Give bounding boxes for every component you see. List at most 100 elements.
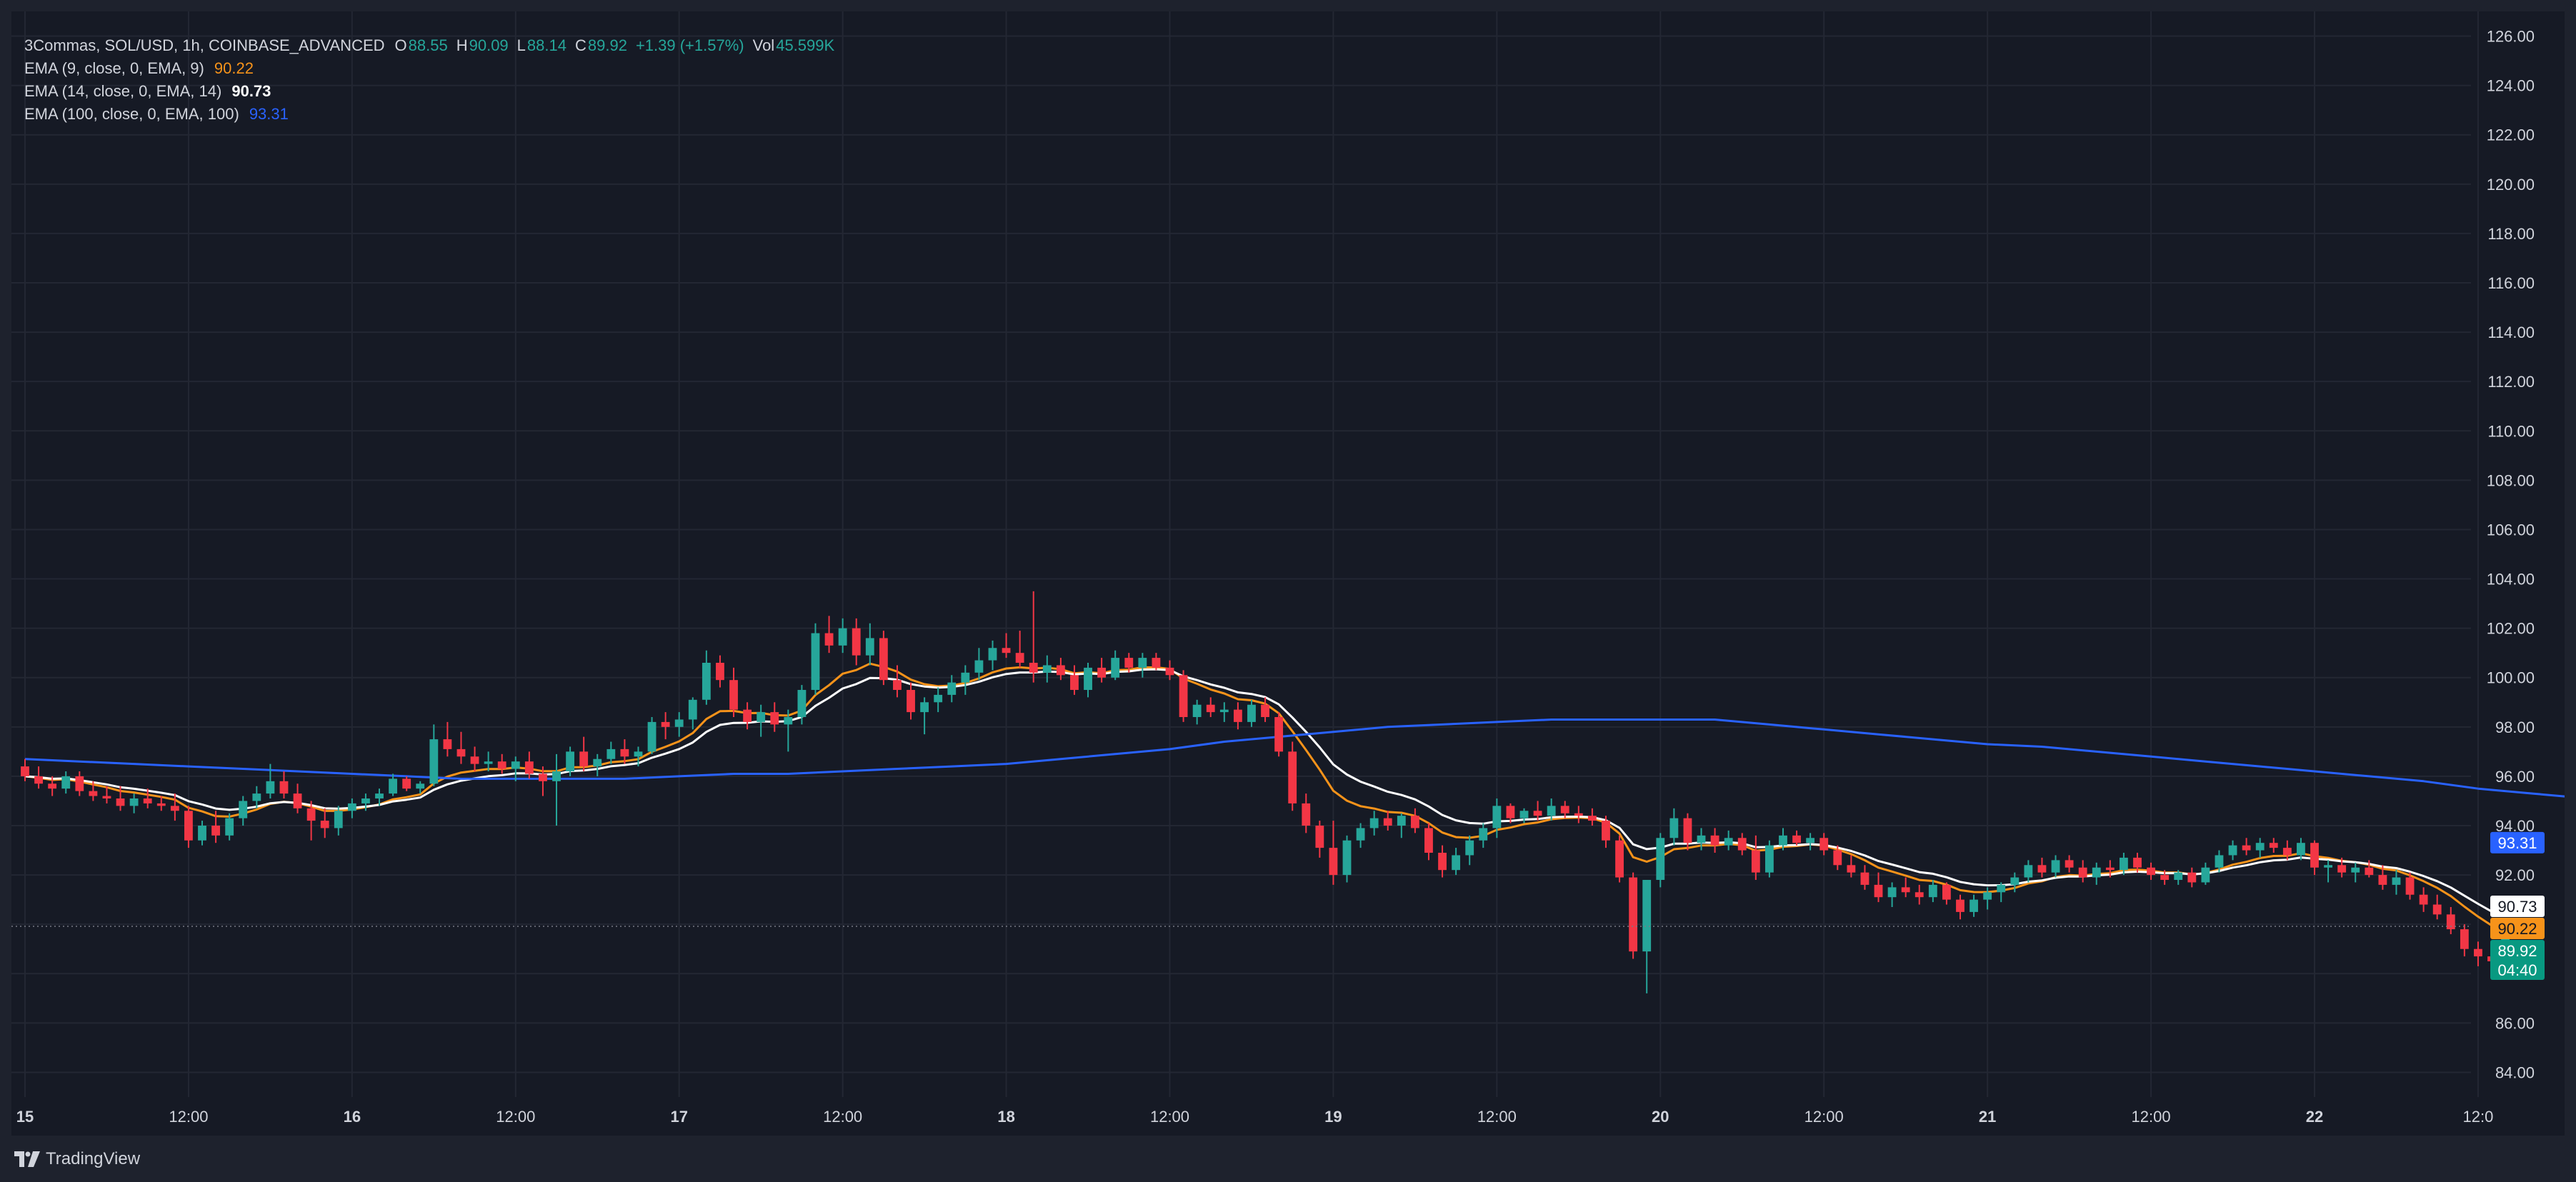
indicator-ema14-name[interactable]: EMA (14, close, 0, EMA, 14)	[24, 82, 222, 100]
candle-body	[811, 633, 820, 690]
close-value: 89.92	[587, 36, 627, 54]
candle-body	[893, 680, 902, 690]
y-tick-label: 124.00	[2487, 77, 2535, 95]
candle-body	[2365, 867, 2374, 876]
candle-body	[620, 748, 629, 757]
indicator-ema14-row[interactable]: EMA (14, close, 0, EMA, 14) 90.73	[24, 80, 843, 103]
indicator-ema9-value: 90.22	[214, 59, 254, 77]
y-tick-label: 84.00	[2495, 1063, 2535, 1081]
candle-body	[211, 826, 220, 836]
candle-body	[1860, 872, 1869, 885]
candle-body	[184, 811, 193, 841]
indicator-ema100-row[interactable]: EMA (100, close, 0, EMA, 100) 93.31	[24, 103, 843, 126]
y-tick-label: 120.00	[2487, 176, 2535, 194]
candle-body	[306, 808, 316, 821]
candle-body	[1179, 675, 1188, 717]
x-tick-label: 20	[1652, 1108, 1669, 1126]
chart-panel[interactable]: 84.0086.0088.0090.0092.0094.0096.0098.00…	[11, 11, 2565, 1136]
candle-body	[389, 778, 398, 794]
candle-body	[757, 712, 766, 722]
candle-body	[2133, 857, 2142, 868]
candle-body	[347, 803, 356, 811]
y-tick-label: 86.00	[2495, 1014, 2535, 1032]
candle-body	[1751, 850, 1760, 873]
candle-body	[456, 748, 466, 757]
candle-body	[961, 672, 970, 683]
candle-body	[1084, 667, 1092, 690]
candle-body	[1138, 658, 1147, 668]
candle-body	[225, 818, 234, 836]
candle-body	[797, 690, 807, 717]
ema-line	[24, 718, 2565, 798]
candle-body	[1764, 845, 1774, 873]
x-tick-label: 22	[2306, 1108, 2323, 1126]
candle-body	[21, 766, 29, 776]
symbol-title[interactable]: 3Commas, SOL/USD, 1h, COINBASE_ADVANCED	[24, 36, 385, 54]
candle-body	[2405, 877, 2415, 895]
candle-body	[1192, 704, 1202, 717]
close-key: C	[574, 36, 586, 54]
candle-body	[1847, 865, 1856, 873]
candle-body	[1302, 803, 1311, 826]
candle-body	[1479, 828, 1488, 841]
change-value: +1.39 (+1.57%)	[635, 36, 744, 54]
volume-value: 45.599K	[776, 36, 835, 54]
candle-body	[907, 690, 915, 713]
indicator-ema9-name[interactable]: EMA (9, close, 0, EMA, 9)	[24, 59, 204, 77]
candle-body	[75, 776, 84, 791]
candle-body	[1629, 877, 1638, 952]
candle-body	[1288, 751, 1297, 803]
y-tick-label: 92.00	[2495, 866, 2535, 884]
candle-body	[1342, 840, 1352, 876]
price-tag-label: 90.22	[2497, 920, 2537, 938]
y-tick-label: 112.00	[2487, 373, 2535, 391]
x-tick-label: 16	[344, 1108, 361, 1126]
candle-body	[2419, 894, 2428, 905]
candle-body	[2201, 867, 2210, 883]
indicator-ema9-row[interactable]: EMA (9, close, 0, EMA, 9) 90.22	[24, 57, 843, 80]
candle-body	[2010, 877, 2020, 885]
low-value: 88.14	[526, 36, 566, 54]
candle-body	[61, 776, 71, 789]
countdown-label: 04:40	[2497, 961, 2537, 979]
candle-body	[1329, 848, 1338, 876]
candle-body	[1438, 853, 1447, 871]
candle-body	[1124, 658, 1134, 668]
candle-body	[661, 721, 670, 727]
candle-body	[511, 761, 520, 769]
y-tick-label: 102.00	[2487, 620, 2535, 638]
candle-body	[2120, 857, 2128, 871]
candle-body	[1983, 892, 1992, 900]
candle-body	[1574, 813, 1583, 816]
candle-body	[2105, 867, 2115, 871]
x-tick-label: 12:00	[1150, 1108, 1189, 1126]
candle-body	[1724, 838, 1733, 846]
candle-body	[1165, 667, 1174, 676]
candle-body	[1656, 838, 1665, 880]
x-tick-label: 17	[670, 1108, 687, 1126]
candle-body	[1506, 806, 1515, 818]
indicator-ema100-name[interactable]: EMA (100, close, 0, EMA, 100)	[24, 105, 239, 123]
symbol-legend-row[interactable]: 3Commas, SOL/USD, 1h, COINBASE_ADVANCED …	[24, 34, 843, 57]
candle-body	[2065, 860, 2074, 868]
candle-body	[1942, 884, 1951, 900]
candle-body	[2024, 865, 2033, 878]
footer-brand[interactable]: TradingView	[14, 1147, 140, 1171]
candle-body	[402, 778, 411, 789]
price-tag	[2490, 917, 2545, 939]
candle-body	[1710, 835, 1719, 846]
high-value: 90.09	[469, 36, 509, 54]
candle-body	[2255, 843, 2265, 851]
candle-body	[2324, 865, 2332, 868]
candlestick-chart[interactable]: 84.0086.0088.0090.0092.0094.0096.0098.00…	[11, 11, 2565, 1136]
candle-body	[579, 751, 589, 767]
candle-body	[1111, 658, 1120, 678]
candle-body	[361, 798, 370, 803]
candle-body	[1779, 835, 1787, 846]
candle-body	[2460, 929, 2469, 949]
x-tick-label: 12:00	[2132, 1108, 2171, 1126]
candle-body	[634, 751, 643, 757]
high-key: H	[456, 36, 468, 54]
ema-line	[24, 668, 2506, 915]
x-tick-label: 12:00	[823, 1108, 862, 1126]
